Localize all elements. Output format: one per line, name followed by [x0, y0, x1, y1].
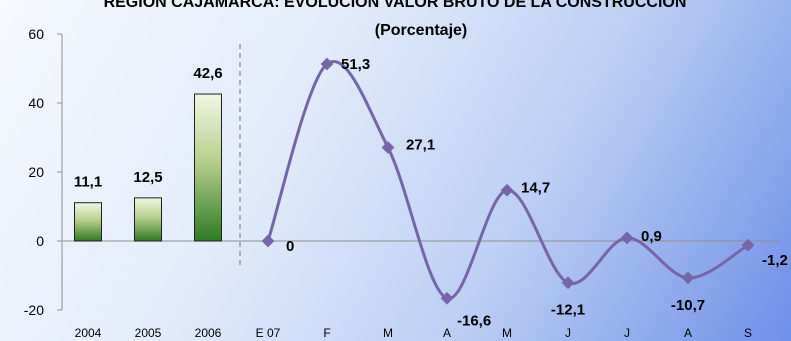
data-label: -1,2	[762, 252, 788, 269]
y-tick-label: -20	[24, 302, 44, 318]
data-label: 0,9	[641, 228, 662, 245]
x-tick-label: E 07	[256, 326, 281, 340]
bar	[74, 202, 102, 242]
x-tick-label: J	[624, 326, 630, 340]
series-line	[266, 60, 749, 300]
x-tick-label: S	[744, 326, 752, 340]
data-label: 12,5	[133, 169, 162, 186]
data-label: 11,1	[74, 174, 102, 191]
x-tick-label: M	[502, 326, 512, 340]
x-tick-label: 2004	[75, 326, 102, 340]
data-label: -12,1	[551, 302, 585, 319]
x-tick-label: A	[684, 326, 692, 340]
x-tick-label: F	[323, 326, 330, 340]
x-tick-label: M	[383, 326, 393, 340]
y-tick-label: 40	[28, 95, 44, 111]
data-label: -16,6	[457, 312, 491, 329]
data-point	[681, 271, 695, 285]
data-label: 42,6	[193, 65, 222, 82]
data-point	[440, 291, 454, 305]
data-point	[381, 141, 395, 154]
bar	[194, 93, 222, 242]
data-label: -10,7	[671, 297, 705, 314]
data-point	[620, 231, 634, 245]
x-tick-label: A	[443, 326, 451, 340]
chart-title: REGIÓN CAJAMARCA: EVOLUCIÓN VALOR BRUTO …	[104, 0, 687, 11]
bar	[134, 197, 162, 242]
y-tick-label: 60	[28, 26, 44, 42]
data-point	[500, 183, 514, 197]
x-tick-label: J	[565, 326, 571, 340]
y-tick-label: 20	[28, 164, 44, 180]
x-tick-label: 2006	[195, 326, 222, 340]
data-label: 14,7	[521, 179, 550, 196]
data-point	[320, 57, 334, 71]
x-tick-label: 2005	[135, 326, 162, 340]
data-label: 0	[286, 238, 294, 255]
data-label: 51,3	[341, 56, 370, 73]
data-label: 27,1	[406, 137, 435, 154]
chart-subtitle: (Porcentaje)	[375, 22, 467, 39]
y-tick-label: 0	[36, 233, 44, 249]
data-point	[261, 234, 275, 248]
